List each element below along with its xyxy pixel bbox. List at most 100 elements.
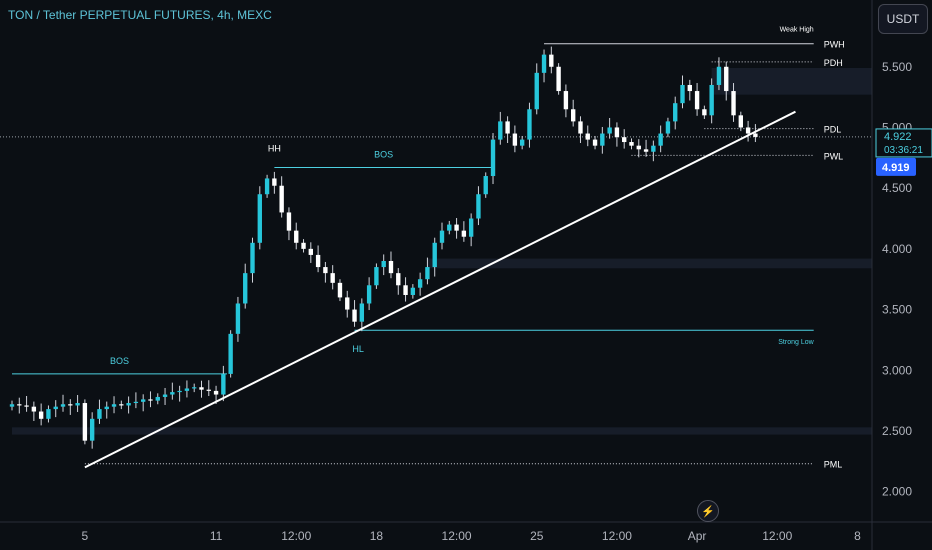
level-label: PML: [824, 460, 843, 470]
y-tick-label: 2.500: [882, 424, 912, 438]
candle-body: [97, 409, 102, 419]
candle-body: [447, 224, 452, 231]
level-label: PDL: [824, 125, 842, 135]
last-price-tag-box: [875, 128, 932, 158]
candle-body: [111, 404, 117, 407]
candle-body: [702, 109, 707, 116]
candle-body: [381, 261, 386, 268]
candle-body: [745, 127, 751, 134]
x-tick-label: Apr: [688, 529, 707, 543]
candle-body: [374, 267, 379, 286]
currency-button[interactable]: USDT: [878, 4, 928, 34]
candle-body: [396, 273, 401, 286]
second-price-value: 4.919: [882, 162, 910, 174]
candle-body: [155, 396, 160, 401]
trendline: [84, 110, 796, 469]
candle-body: [403, 285, 408, 295]
second-price-tag-box: [876, 157, 916, 176]
last-price-tag: 4.922 03:36:21: [875, 128, 932, 158]
candle-body: [148, 399, 153, 401]
x-tick-label: 25: [530, 529, 544, 543]
candle-body: [607, 127, 612, 134]
candle-body: [24, 405, 29, 407]
candle-body: [184, 388, 190, 391]
candle-body: [651, 145, 656, 152]
candle-body: [199, 387, 204, 390]
price-tags: 4.922 03:36:21 4.919: [875, 128, 932, 176]
candle-body: [549, 54, 554, 67]
key-levels: BOS BOS Strong Low PWH PDH PDL PWL PML Weak High…: [0, 27, 872, 470]
candle-body: [323, 267, 328, 274]
candle-body: [243, 273, 248, 304]
candle-body: [345, 297, 350, 310]
last-price-value: 4.922: [884, 131, 912, 143]
x-tick-label: 11: [210, 529, 223, 543]
candle-body: [454, 224, 459, 231]
candle-body: [308, 248, 313, 255]
candle-body: [192, 387, 197, 389]
candle-body: [505, 121, 510, 134]
candle-body: [301, 242, 306, 249]
x-tick-label: 12:00: [442, 529, 472, 543]
candle-body: [563, 91, 569, 110]
candle-body: [658, 133, 663, 146]
candle-body: [141, 399, 146, 402]
candle-body: [46, 409, 51, 419]
candle-body: [104, 406, 109, 410]
y-tick-label: 4.000: [882, 242, 912, 256]
candle-body: [468, 218, 474, 237]
candle-body: [476, 194, 481, 219]
candle-body: [636, 145, 641, 150]
candle-body: [330, 273, 335, 283]
candle-body: [483, 176, 488, 195]
candle-body: [622, 137, 627, 143]
candle-body: [410, 287, 416, 295]
candle-body: [498, 121, 503, 140]
candle-body: [519, 139, 525, 146]
candle-body: [578, 121, 583, 134]
candle-body: [585, 133, 590, 140]
candlesticks: [9, 46, 758, 449]
candle-body: [439, 230, 445, 243]
candle-body: [629, 142, 634, 146]
candle-body: [600, 133, 605, 146]
candle-body: [665, 121, 671, 134]
candle-body: [75, 403, 80, 406]
countdown-timer: 03:36:21: [884, 145, 923, 156]
candle-body: [162, 394, 168, 397]
candle-body: [82, 403, 88, 441]
candle-body: [315, 254, 321, 268]
candle-body: [126, 403, 131, 406]
y-tick-label: 5.500: [882, 60, 912, 74]
candle-body: [133, 401, 139, 404]
level-label: PWL: [824, 151, 844, 161]
zone-2: [12, 427, 872, 435]
candle-body: [17, 404, 22, 406]
candle-body: [738, 115, 743, 128]
candle-body: [294, 230, 299, 243]
trendline-layer: [84, 110, 796, 469]
annotation-label: HL: [352, 344, 364, 354]
y-tick-label: 2.000: [882, 485, 912, 499]
candle-body: [694, 91, 700, 110]
lightning-icon[interactable]: ⚡: [697, 500, 719, 522]
candle-body: [228, 333, 233, 374]
structure-label: BOS: [110, 356, 129, 366]
y-tick-label: 4.500: [882, 181, 912, 195]
candle-body: [235, 303, 241, 334]
x-tick-label: 5: [82, 529, 89, 543]
candle-body: [534, 72, 539, 110]
candle-body: [359, 303, 365, 322]
annotation-label: Weak High: [780, 27, 814, 34]
candle-body: [731, 91, 736, 116]
candle-body: [425, 267, 430, 280]
candle-body: [264, 178, 270, 195]
candle-body: [753, 133, 758, 137]
candle-body: [337, 282, 343, 298]
candle-body: [213, 390, 219, 395]
candle-body: [432, 242, 437, 268]
candle-body: [257, 194, 262, 243]
x-tick-label: 12:00: [281, 529, 311, 543]
candle-body: [680, 84, 685, 104]
